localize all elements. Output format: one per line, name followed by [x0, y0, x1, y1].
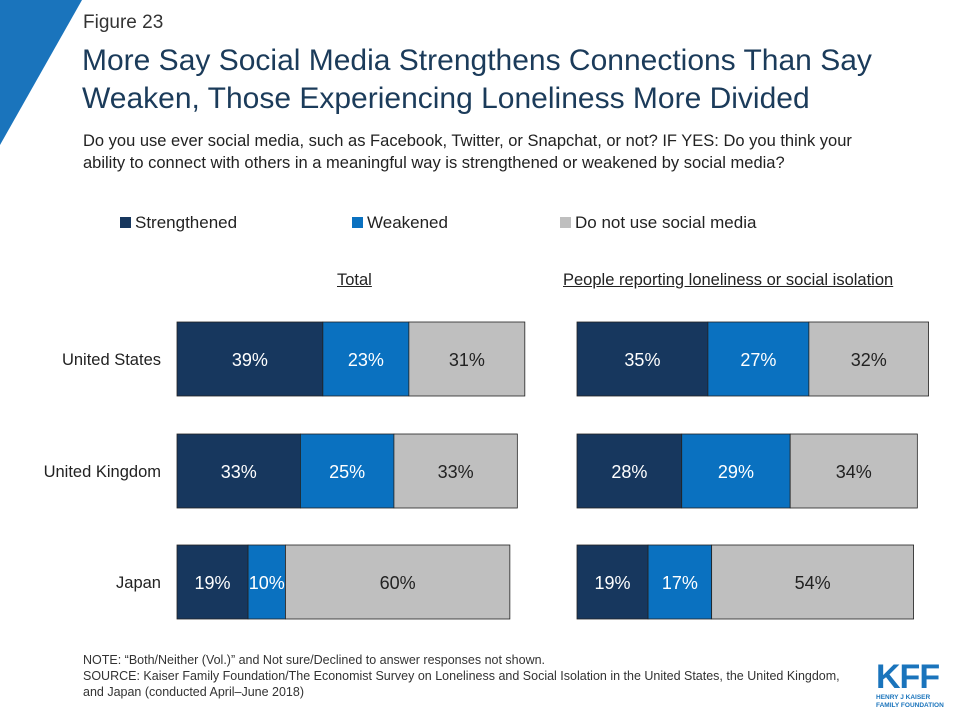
survey-question: Do you use ever social media, such as Fa…	[83, 132, 852, 172]
bar-total-united-kingdom-weakened	[300, 433, 395, 509]
legend-swatch-strengthened	[120, 217, 131, 229]
data-label-lonely-japan-do-not-use-social-media: 54%	[795, 573, 831, 593]
data-label-lonely-united-kingdom-strengthened: 28%	[611, 462, 647, 482]
bar-total-united-kingdom-do-not-use-social-media	[393, 433, 518, 509]
bar-total-united-states-do-not-use-social-media	[408, 321, 526, 397]
bar-lonely-united-kingdom-do-not-use-social-media	[789, 433, 918, 509]
legend-swatch-weakened	[352, 217, 363, 229]
legend-item-strengthened: Strengthened	[120, 213, 237, 233]
legend-item-weakened: Weakened	[352, 213, 448, 233]
data-label-lonely-united-states-strengthened: 35%	[624, 350, 660, 370]
note-text: NOTE: “Both/Neither (Vol.)” and Not sure…	[83, 653, 546, 667]
chart-title: More Say Social Media Strengthens Connec…	[82, 44, 872, 115]
data-label-total-japan-weakened: 10%	[249, 573, 285, 593]
data-label-lonely-united-kingdom-weakened: 29%	[718, 462, 754, 482]
data-label-total-united-states-do-not-use-social-media: 31%	[449, 350, 485, 370]
bar-total-united-states-strengthened	[176, 321, 324, 397]
legend-label-strengthened: Strengthened	[135, 213, 238, 232]
data-label-lonely-united-states-do-not-use-social-media: 32%	[851, 350, 887, 370]
bar-total-japan-strengthened	[176, 544, 249, 620]
data-label-total-japan-do-not-use-social-media: 60%	[380, 573, 416, 593]
legend-label-not-use: Do not use social media	[575, 213, 757, 232]
data-label-total-japan-strengthened: 19%	[195, 573, 231, 593]
legend-label-weakened: Weakened	[367, 213, 448, 232]
panel-title-lonely: People reporting loneliness or social is…	[563, 271, 894, 289]
footer-notes: NOTE: “Both/Neither (Vol.)” and Not sure…	[83, 652, 853, 700]
bar-total-united-kingdom-strengthened	[176, 433, 301, 509]
data-label-lonely-united-kingdom-do-not-use-social-media: 34%	[836, 462, 872, 482]
data-label-total-united-states-strengthened: 39%	[232, 350, 268, 370]
bar-lonely-japan-do-not-use-social-media	[711, 544, 915, 620]
logo-mark: KFF	[876, 658, 940, 696]
data-label-lonely-united-states-weakened: 27%	[740, 350, 776, 370]
data-label-total-united-kingdom-strengthened: 33%	[221, 462, 257, 482]
data-label-total-united-kingdom-weakened: 25%	[329, 462, 365, 482]
bar-lonely-united-kingdom-weakened	[681, 433, 791, 509]
bar-total-japan-weakened	[247, 544, 286, 620]
logo-line1: HENRY J KAISER	[876, 694, 931, 701]
kff-logo: KFF HENRY J KAISER FAMILY FOUNDATION	[876, 660, 946, 710]
source-text: SOURCE: Kaiser Family Foundation/The Eco…	[83, 669, 840, 699]
panel-title-total: Total	[337, 271, 372, 289]
legend-swatch-not-use	[560, 217, 571, 229]
legend: Strengthened Weakened Do not use social …	[0, 213, 960, 235]
figure-label: Figure 23	[83, 12, 164, 33]
bar-lonely-japan-weakened	[647, 544, 713, 620]
logo-line2: FAMILY FOUNDATION	[876, 702, 944, 709]
category-label-japan: Japan	[116, 574, 161, 592]
data-label-total-united-kingdom-do-not-use-social-media: 33%	[438, 462, 474, 482]
data-label-lonely-japan-weakened: 17%	[662, 573, 698, 593]
legend-item-not-use: Do not use social media	[560, 213, 756, 233]
bar-total-japan-do-not-use-social-media	[285, 544, 511, 620]
bar-lonely-united-states-do-not-use-social-media	[808, 321, 929, 397]
bar-total-united-states-weakened	[322, 321, 410, 397]
bar-lonely-united-kingdom-strengthened	[576, 433, 683, 509]
category-label-united-kingdom: United Kingdom	[44, 463, 161, 481]
category-label-united-states: United States	[62, 351, 161, 369]
data-label-total-united-states-weakened: 23%	[348, 350, 384, 370]
corner-accent	[0, 0, 82, 145]
data-label-lonely-japan-strengthened: 19%	[595, 573, 631, 593]
bar-lonely-united-states-strengthened	[576, 321, 709, 397]
